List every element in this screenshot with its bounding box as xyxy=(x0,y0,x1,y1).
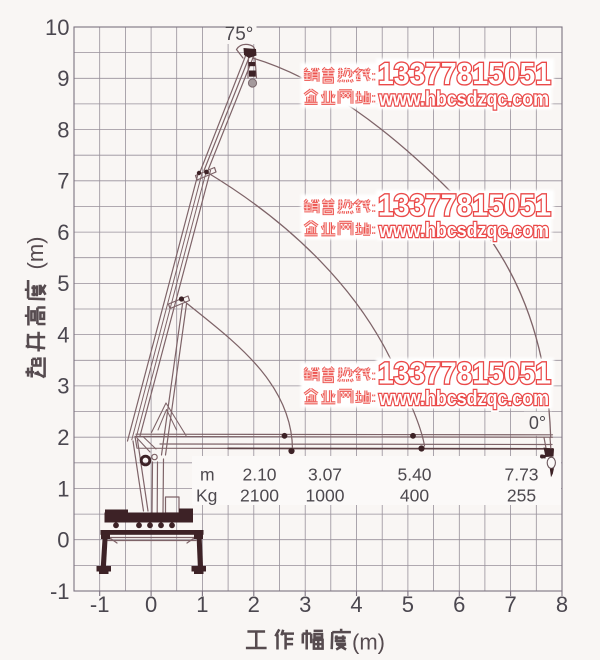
svg-text:400: 400 xyxy=(400,486,429,506)
svg-text:3.07: 3.07 xyxy=(308,465,342,485)
svg-text:2: 2 xyxy=(248,592,260,617)
svg-text:10: 10 xyxy=(45,15,69,40)
svg-text:6: 6 xyxy=(453,592,465,617)
svg-text:2.10: 2.10 xyxy=(242,465,276,485)
svg-text:6: 6 xyxy=(57,220,69,245)
svg-text:8: 8 xyxy=(556,592,568,617)
svg-text:5: 5 xyxy=(402,592,414,617)
svg-text:Kg: Kg xyxy=(196,486,217,506)
svg-text:7.73: 7.73 xyxy=(504,465,538,485)
svg-text:1000: 1000 xyxy=(306,486,345,506)
svg-text:2: 2 xyxy=(57,425,69,450)
svg-text:255: 255 xyxy=(507,486,536,506)
svg-text:8: 8 xyxy=(57,117,69,142)
svg-text:0: 0 xyxy=(57,528,69,553)
svg-text:5.40: 5.40 xyxy=(397,465,431,485)
svg-text:0: 0 xyxy=(145,592,157,617)
svg-text:-1: -1 xyxy=(50,579,70,604)
svg-text:3: 3 xyxy=(299,592,311,617)
svg-text:4: 4 xyxy=(350,592,362,617)
svg-text:m: m xyxy=(200,465,215,485)
svg-text:-1: -1 xyxy=(90,592,110,617)
svg-text:1: 1 xyxy=(196,592,208,617)
svg-text:3: 3 xyxy=(57,374,69,399)
svg-text:0°: 0° xyxy=(529,413,546,433)
svg-text:5: 5 xyxy=(57,271,69,296)
svg-text:75°: 75° xyxy=(225,24,254,45)
svg-text:7: 7 xyxy=(504,592,516,617)
svg-text:(m): (m) xyxy=(23,237,48,270)
svg-text:1: 1 xyxy=(57,476,69,501)
svg-text:2100: 2100 xyxy=(240,486,279,506)
svg-text:4: 4 xyxy=(57,322,69,347)
svg-text:9: 9 xyxy=(57,66,69,91)
svg-text:(m): (m) xyxy=(352,630,385,655)
svg-text:7: 7 xyxy=(57,169,69,194)
